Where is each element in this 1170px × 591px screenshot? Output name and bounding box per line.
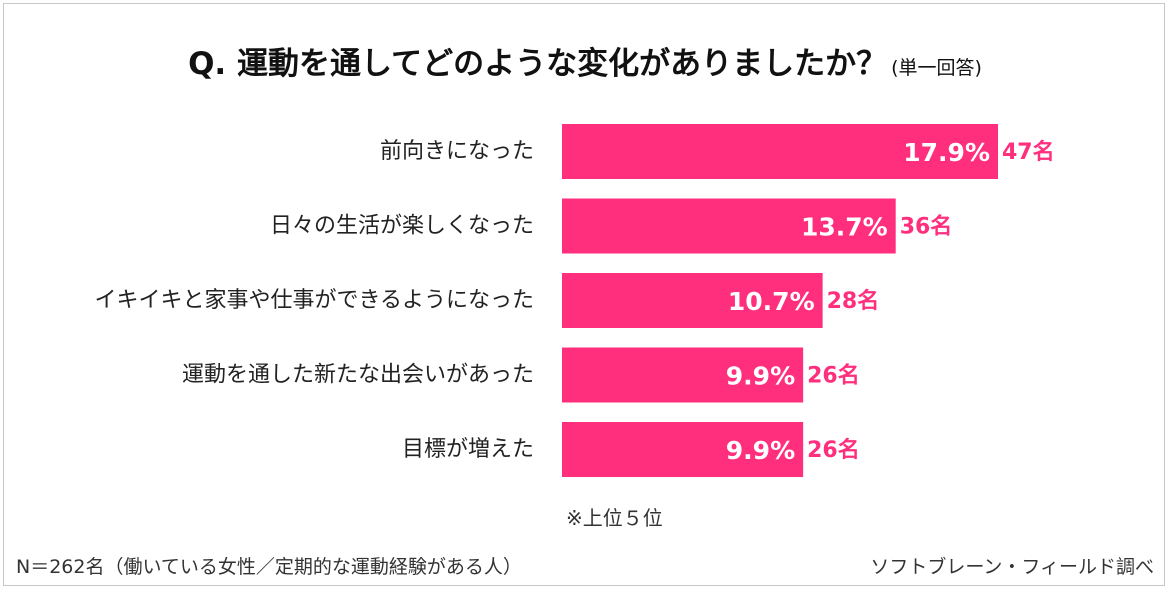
bar-count-label: 28名: [827, 288, 880, 314]
category-label: 運動を通した新たな出会いがあった: [182, 363, 534, 388]
title-sub: (単一回答): [891, 57, 982, 79]
bar-row: イキイキと家事や仕事ができるようになった 10.7% 28名: [94, 273, 879, 328]
bar-row: 前向きになった 17.9% 47名: [380, 124, 1055, 179]
bar-count-label: 26名: [807, 363, 860, 389]
bar-count-label: 36名: [900, 214, 953, 240]
bar-row: 目標が増えた 9.9% 26名: [402, 422, 860, 477]
bar-row: 運動を通した新たな出会いがあった 9.9% 26名: [182, 347, 860, 403]
title-main: Q. 運動を通してどのような変化がありましたか？: [188, 46, 888, 82]
bar: [562, 422, 804, 477]
bar-count-label: 47名: [1002, 139, 1055, 165]
bar-value-label: 9.9%: [726, 436, 795, 465]
bar: [562, 124, 998, 179]
bar-row: 日々の生活が楽しくなった 13.7% 36名: [270, 198, 953, 254]
bar-count-label: 26名: [807, 437, 860, 463]
bar: [562, 198, 896, 254]
category-label: イキイキと家事や仕事ができるようになった: [94, 288, 534, 313]
bar: [562, 347, 804, 403]
category-label: 前向きになった: [380, 139, 534, 164]
bar-value-label: 9.9%: [726, 362, 795, 391]
sample-size-note: N＝262名（働いている女性／定期的な運動経験がある人）: [16, 556, 522, 578]
category-label: 目標が増えた: [402, 437, 534, 462]
bar: [562, 273, 823, 328]
chart-note: ※上位５位: [566, 506, 663, 530]
category-label: 日々の生活が楽しくなった: [270, 214, 534, 239]
source-note: ソフトブレーン・フィールド調べ: [870, 556, 1154, 578]
bar-value-label: 10.7%: [728, 287, 815, 316]
bar-value-label: 17.9%: [903, 138, 990, 167]
bar-value-label: 13.7%: [801, 213, 888, 242]
chart-title: Q. 運動を通してどのような変化がありましたか？ (単一回答): [0, 38, 1170, 83]
